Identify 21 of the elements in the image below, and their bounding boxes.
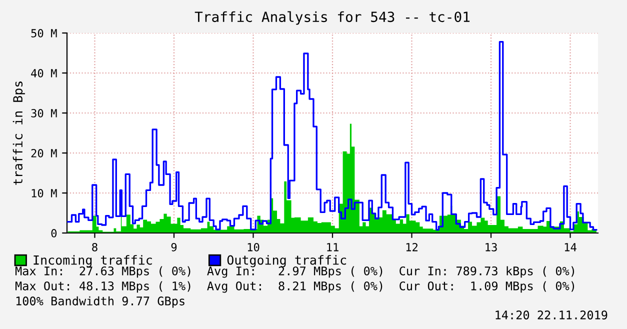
- y-tick-label: 40 M: [31, 69, 57, 78]
- text: 14:20 22.11.2019: [496, 310, 608, 320]
- text: Max Out: 48.13 MBps ( 1%) Avg Out: 8.21 MBps ( 0%) Cur Out: 1.09 MBps ( 0%): [15, 281, 574, 293]
- y-tick-label: 0: [51, 229, 57, 238]
- y-tick-label: 50 M: [31, 29, 57, 38]
- x-tick-label: 11: [327, 243, 338, 252]
- text: Max In: 27.63 MBps ( 0%) Avg In: 2.97 MBps ( 0%) Cur In: 789.73 kBps ( 0%): [15, 266, 574, 278]
- x-tick-label: 12: [406, 242, 418, 252]
- x-tick-label: 13: [486, 242, 497, 252]
- legend-label: Outgoing traffic: [227, 255, 346, 268]
- chart-title: Traffic Analysis for 543 -- tc-01: [194, 11, 470, 25]
- x-tick-label: 8: [92, 242, 98, 252]
- y-axis-title: traffic in Bps: [12, 82, 25, 185]
- legend-label: Incoming traffic: [34, 255, 152, 268]
- y-tick-label: 10 M: [32, 189, 57, 198]
- y-tick-label: 20 M: [31, 149, 57, 158]
- x-tick-label: 9: [171, 242, 177, 252]
- y-tick-label: 30 M: [31, 109, 57, 118]
- x-tick-label: 14: [564, 243, 576, 252]
- text: 100% Bandwidth 9.77 GBps: [16, 296, 184, 308]
- x-tick-label: 10: [248, 242, 260, 252]
